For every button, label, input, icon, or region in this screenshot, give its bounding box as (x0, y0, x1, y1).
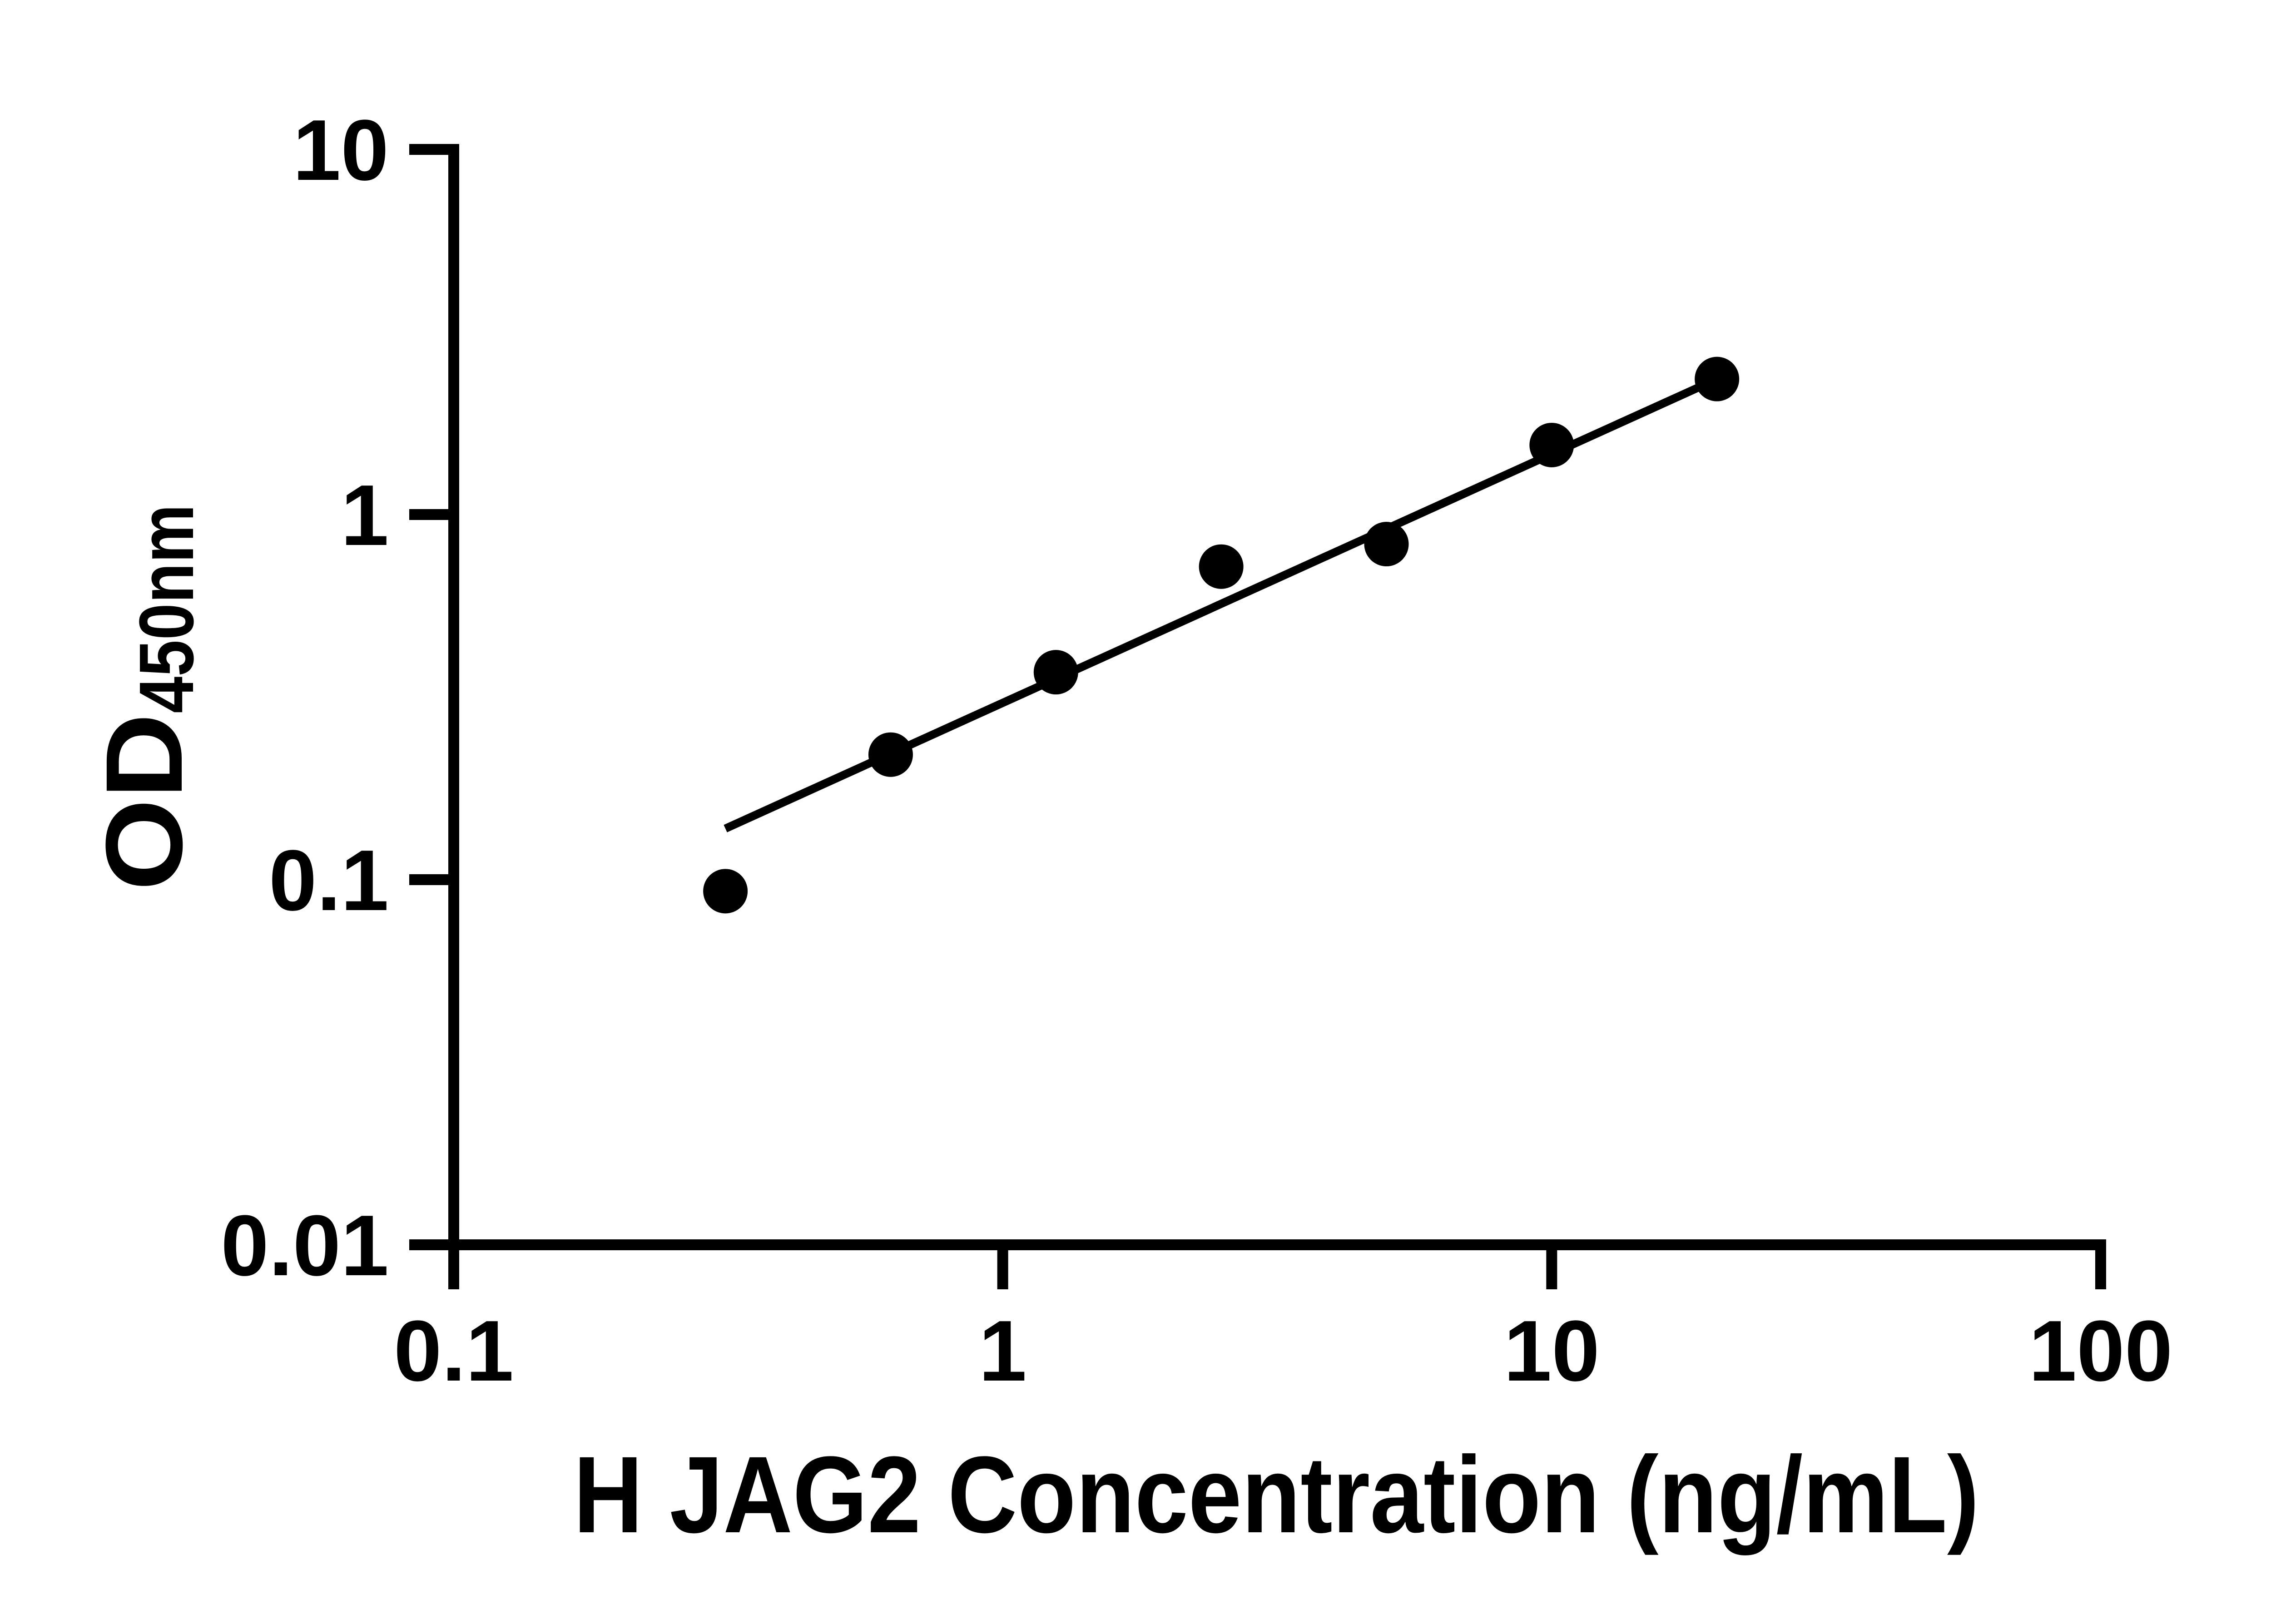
x-tick-label: 1 (979, 1303, 1027, 1399)
y-tick-label: 1 (341, 467, 389, 564)
data-point (703, 869, 748, 914)
data-series-layer (703, 356, 1740, 914)
x-tick-label: 100 (2028, 1303, 2172, 1399)
y-tick-label: 0.1 (269, 832, 389, 929)
data-point (1695, 356, 1740, 401)
x-tick-label: 0.1 (394, 1303, 514, 1399)
y-axis-title: OD450nm (83, 505, 210, 891)
data-point (868, 732, 913, 777)
y-axis-title-main: OD (83, 713, 205, 891)
data-point (1364, 522, 1409, 567)
data-point (1529, 422, 1574, 467)
y-axis-title-subscript: 450nm (124, 505, 210, 713)
data-point (1033, 650, 1078, 695)
y-tick-label: 0.01 (221, 1198, 389, 1294)
data-point (1199, 544, 1244, 589)
x-axis-title: H JAG2 Concentration (ng/mL) (574, 1434, 1979, 1555)
x-tick-label: 10 (1504, 1303, 1600, 1399)
y-tick-label: 10 (293, 102, 389, 198)
